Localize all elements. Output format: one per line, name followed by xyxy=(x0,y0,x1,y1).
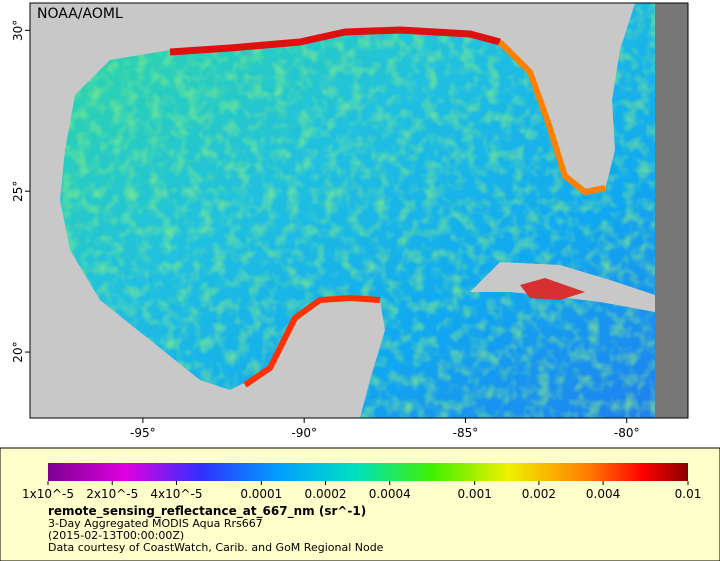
colorbar-tick-label: 0.0001 xyxy=(240,487,282,501)
y-tick-label: 25° xyxy=(11,181,25,202)
colorbar-tick-label: 0.004 xyxy=(586,487,620,501)
legend-line: Data courtesy of CoastWatch, Carib. and … xyxy=(48,541,384,554)
colorbar-tick-label: 0.0002 xyxy=(305,487,347,501)
coastal-mid xyxy=(497,39,606,196)
no-data-strip xyxy=(655,3,688,418)
credit-bg xyxy=(30,3,145,25)
colorbar xyxy=(48,463,688,481)
x-tick-label: -90° xyxy=(291,426,317,440)
x-tick-label: -95° xyxy=(130,426,156,440)
legend-line: 3-Day Aggregated MODIS Aqua Rrs667 xyxy=(48,517,263,530)
coastal-yucatan xyxy=(243,294,381,388)
legend-ticks: 1x10^-5 2x10^-5 4x10^-5 0.0001 0.0002 0.0004 0… xyxy=(22,481,701,501)
colorbar-tick-label: 0.01 xyxy=(675,487,702,501)
legend-line: (2015-02-13T00:00:00Z) xyxy=(48,529,184,542)
legend-title: remote_sensing_reflectance_at_667_nm (sr… xyxy=(48,504,366,519)
x-tick-label: -85° xyxy=(453,426,479,440)
colorbar-tick-label: 0.0004 xyxy=(369,487,411,501)
map-area xyxy=(30,3,688,418)
colorbar-tick-label: 2x10^-5 xyxy=(86,487,138,501)
colorbar-tick-label: 0.001 xyxy=(457,487,491,501)
map-frame xyxy=(29,2,689,419)
cuba-bank xyxy=(520,278,585,300)
colorbar-tick-label: 4x10^-5 xyxy=(150,487,202,501)
coastal-high xyxy=(169,26,501,56)
axes: -95° -90° -85° -80° 20° 25° 30° xyxy=(11,20,640,440)
x-tick-label: -80° xyxy=(614,426,640,440)
water-texture xyxy=(60,3,655,418)
colorbar-tick-label: 0.002 xyxy=(522,487,556,501)
colorbar-tick-label: 1x10^-5 xyxy=(22,487,74,501)
y-tick-label: 20° xyxy=(11,341,25,362)
y-tick-label: 30° xyxy=(11,20,25,41)
credit: NOAA/AOML xyxy=(37,6,123,22)
